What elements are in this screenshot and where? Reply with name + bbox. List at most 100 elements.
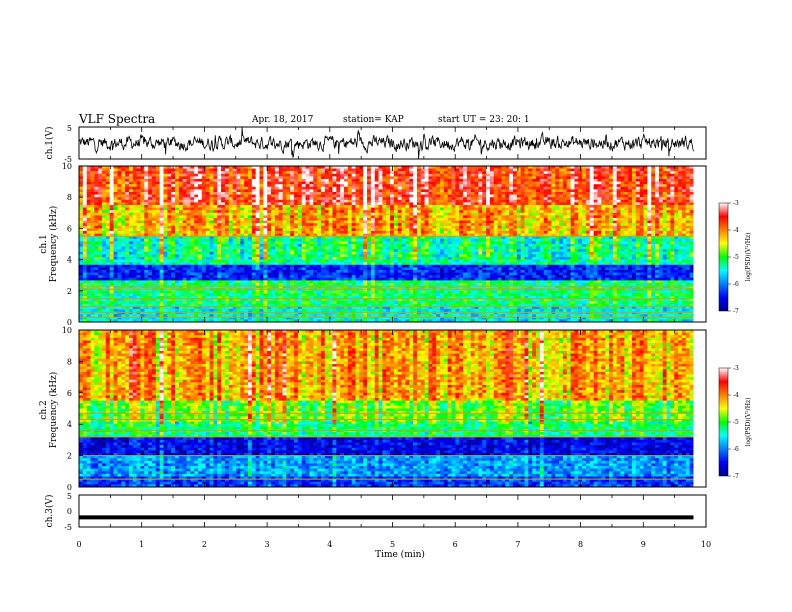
spectrogram-cell [98,189,103,193]
spectrogram-cell [532,241,537,245]
spectrogram-cell [482,236,487,240]
spectrogram-cell [213,181,218,185]
spectrogram-cell [213,197,218,201]
spectrogram-cell [163,184,168,188]
spectrogram-cell [674,189,679,193]
spectrogram-cell [167,186,172,190]
spectrogram-cell [405,166,410,169]
spectrogram-cell [367,236,372,240]
spectrogram-cell [482,184,487,188]
spectrogram-cell [320,186,326,190]
spectrogram-cell [109,210,114,214]
spectrogram-cell [286,197,291,201]
spectrogram-cell [240,197,245,201]
spectrogram-cell [282,228,287,232]
spectrogram-cell [585,179,591,182]
spectrogram-cell [159,225,164,229]
spectrogram-cell [128,181,134,185]
spectrogram-cell [86,225,91,229]
spectrogram-cell [416,168,422,172]
spectrogram-cell [585,194,591,198]
spectrogram-cell [501,192,506,195]
spectrogram-cell [593,210,598,214]
spectrogram-cell [562,210,568,214]
spectrogram-cell [666,184,671,188]
spectrogram-cell [182,176,187,180]
spectrogram-cell [367,220,372,224]
spectrogram-cell [409,199,414,203]
spectrogram-cell [401,186,406,190]
spectrogram-cell [351,233,356,237]
spectrogram-cell [113,215,118,219]
spectrogram-cell [555,225,560,229]
spectrogram-cell [244,220,249,224]
spectrogram-cell [666,192,671,195]
spectrogram-cell [317,212,322,216]
spectrogram-cell [232,199,237,203]
spectrogram-cell [413,212,418,216]
spectrogram-cell [205,236,210,240]
spectrogram-cell [443,210,448,214]
spectrogram-cell [113,194,118,198]
spectrogram-cell [305,223,310,227]
spectrogram-cell [624,166,629,169]
spectrogram-cell [428,225,433,229]
spectrogram-cell [509,189,514,193]
spectrogram-cell [213,241,218,245]
spectrogram-cell [320,225,326,229]
spectrogram-cell [409,184,414,188]
spectrogram-cell [643,236,648,240]
spectrogram-cell [190,215,195,219]
spectrogram-cell [555,168,560,172]
spectrogram-cell [589,236,594,240]
spectrogram-cell [562,218,568,221]
spectrogram-cell [117,197,122,201]
spectrogram-cell [674,238,679,242]
spectrogram-cell [451,218,456,221]
spectrogram-cell [282,236,287,240]
spectrogram-cell [443,189,448,193]
spectrogram-cell [612,179,617,182]
spectrogram-cell [255,215,260,219]
spectrogram-cell [186,189,191,193]
spectrogram-cell [286,186,291,190]
spectrogram-cell [263,202,268,206]
spectrogram-cell [332,241,337,245]
spectrogram-cell [424,171,429,175]
spectrogram-cell [232,171,237,175]
spectrogram-cell [228,179,233,182]
spectrogram-cell [505,181,510,185]
spectrogram-cell [109,194,114,198]
spectrogram-cell [102,202,107,206]
spectrogram-cell [320,236,326,240]
spectrogram-cell [401,171,406,175]
spectrogram-cell [582,205,587,208]
spectrogram-cell [616,166,621,169]
spectrogram-cell [493,186,498,190]
spectrogram-cell [309,225,314,229]
spectrogram-cell [620,207,625,211]
spectrogram-cell [397,166,402,169]
spectrogram-cell [271,171,276,175]
spectrogram-cell [309,205,314,208]
spectrogram-cell [689,181,694,185]
spectrogram-cell [589,176,594,180]
spectrogram-cell [605,228,610,232]
spectrogram-cell [194,205,199,208]
spectrogram-cell [359,189,364,193]
spectrogram-cell [228,189,233,193]
spectrogram-cell [578,228,583,232]
spectrogram-cell [509,236,514,240]
spectrogram-cell [401,194,406,198]
spectrogram-cell [597,225,602,229]
spectrogram-cell [374,215,379,219]
spectrogram-cell [536,241,541,245]
spectrogram-cell [90,210,95,214]
spectrogram-cell [524,212,529,216]
spectrogram-cell [593,197,598,201]
spectrogram-cell [247,184,253,188]
spectrogram-cell [670,220,675,224]
spectrogram-cell [420,186,425,190]
spectrogram-cell [543,223,548,227]
spectrogram-cell [194,238,199,242]
